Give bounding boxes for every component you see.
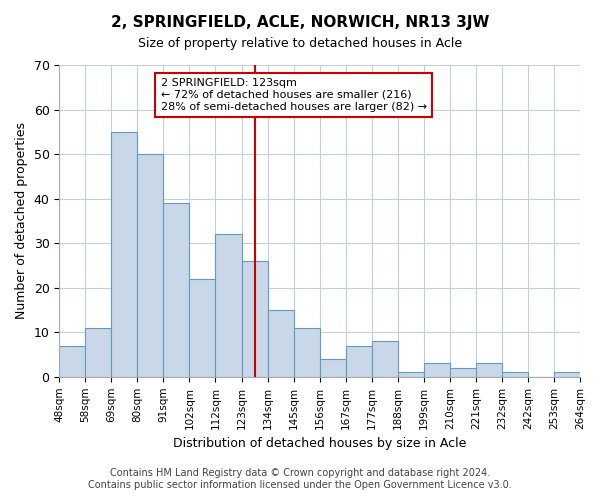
Bar (320, 359, 346, 377)
Bar (554, 372, 580, 377)
Bar (293, 328, 320, 377)
Bar (190, 279, 215, 377)
Bar (137, 154, 163, 377)
Bar (112, 132, 137, 377)
Bar (398, 372, 424, 377)
Bar (450, 368, 476, 377)
Bar (346, 346, 372, 377)
Bar (215, 234, 242, 377)
Y-axis label: Number of detached properties: Number of detached properties (15, 122, 28, 320)
Text: 2 SPRINGFIELD: 123sqm
← 72% of detached houses are smaller (216)
28% of semi-det: 2 SPRINGFIELD: 123sqm ← 72% of detached … (161, 78, 427, 112)
X-axis label: Distribution of detached houses by size in Acle: Distribution of detached houses by size … (173, 437, 466, 450)
Text: Contains HM Land Registry data © Crown copyright and database right 2024.
Contai: Contains HM Land Registry data © Crown c… (88, 468, 512, 490)
Bar (502, 372, 528, 377)
Bar (268, 310, 293, 377)
Text: Size of property relative to detached houses in Acle: Size of property relative to detached ho… (138, 38, 462, 51)
Bar (476, 364, 502, 377)
Bar (163, 203, 190, 377)
Bar (242, 261, 268, 377)
Bar (59, 346, 85, 377)
Bar (424, 364, 450, 377)
Bar (85, 328, 112, 377)
Bar (372, 341, 398, 377)
Text: 2, SPRINGFIELD, ACLE, NORWICH, NR13 3JW: 2, SPRINGFIELD, ACLE, NORWICH, NR13 3JW (111, 15, 489, 30)
